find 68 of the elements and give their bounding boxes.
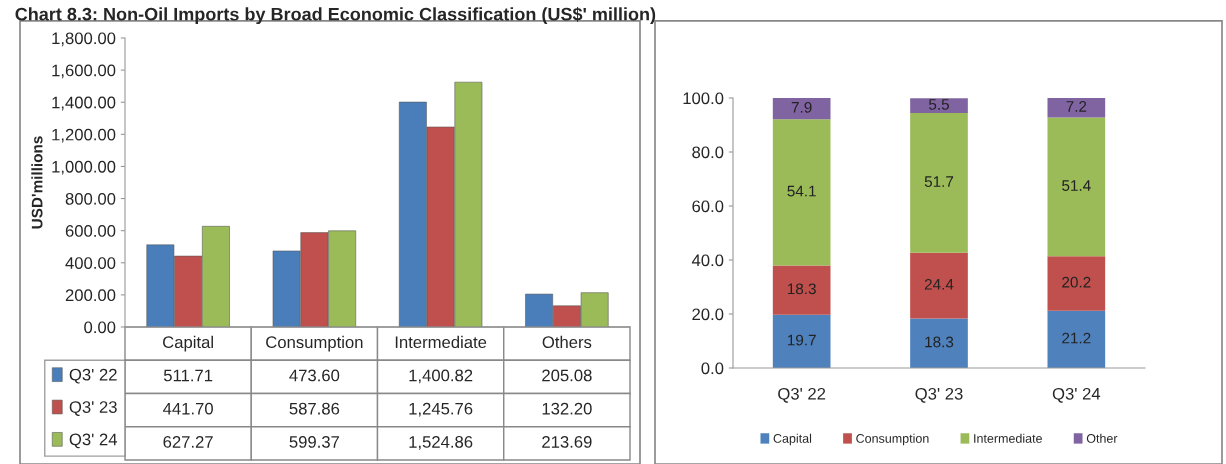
- y-tick-label: 80.0: [692, 146, 724, 159]
- legend-label: Q3' 22: [69, 368, 117, 384]
- text: 587.86: [289, 402, 340, 415]
- bar: [1047, 256, 1106, 311]
- x-tick-label: Consumption: [266, 335, 363, 352]
- data-label: 5.5: [928, 99, 949, 110]
- text: 1,524.86: [409, 435, 473, 450]
- data-label: 51.4: [1062, 180, 1091, 191]
- y-tick-label: 0.00: [84, 321, 116, 334]
- y-tick-label: 800.00: [65, 192, 116, 205]
- bar: [772, 314, 831, 368]
- data-label: 24.4: [924, 278, 954, 290]
- text: 627.27: [163, 435, 213, 448]
- text: 132.20: [542, 402, 592, 415]
- x-tick-label: Intermediate: [395, 335, 487, 349]
- text: 1,400.82: [409, 369, 473, 384]
- text: 1,245.76: [409, 402, 473, 417]
- text: 205.08: [542, 369, 592, 382]
- legend-label: Intermediate: [974, 433, 1042, 443]
- text: 213.69: [542, 435, 592, 448]
- data-label: 21.2: [1062, 332, 1091, 344]
- data-label: 19.7: [787, 334, 816, 346]
- bar: [1047, 117, 1106, 257]
- data-label: 18.3: [925, 336, 954, 348]
- legend-label: Consumption: [856, 433, 929, 446]
- y-tick-label: 400.00: [65, 257, 116, 269]
- y-tick-label: 60.0: [692, 200, 724, 213]
- y-tick-label: 0.0: [701, 362, 724, 375]
- y-tick-label: 1,200.00: [52, 128, 116, 143]
- bar: [1047, 98, 1106, 118]
- data-label: 51.7: [924, 176, 954, 188]
- data-label: 20.2: [1062, 276, 1091, 288]
- y-tick-label: 1,400.00: [52, 96, 116, 111]
- bar: [910, 252, 968, 319]
- text: 511.71: [163, 369, 213, 382]
- data-label: 7.9: [791, 101, 812, 113]
- text: 473.60: [289, 369, 340, 382]
- legend-label: Q3' 23: [69, 401, 117, 416]
- bar: [910, 98, 968, 114]
- y-tick-label: 20.0: [692, 308, 724, 321]
- y-tick-label: 100.0: [683, 92, 724, 105]
- y-tick-label: 40.0: [691, 254, 724, 267]
- y-tick-label: 1,000.00: [52, 160, 116, 175]
- text: 441.70: [163, 402, 213, 415]
- x-tick-label: Capital: [163, 335, 213, 352]
- x-tick-label: Q3' 22: [778, 387, 826, 403]
- bar: [772, 98, 831, 120]
- data-label: 7.2: [1066, 101, 1087, 112]
- bar: [772, 265, 831, 315]
- y-axis-title: USD'millions: [31, 136, 43, 229]
- bar: [910, 318, 968, 368]
- legend-label: Q3' 24: [69, 433, 118, 449]
- bar: [772, 119, 831, 266]
- x-tick-label: Q3' 23: [915, 387, 963, 403]
- legend-label: Other: [1086, 433, 1118, 443]
- data-label: 54.1: [787, 185, 816, 197]
- y-tick-label: 1,800.00: [52, 32, 116, 47]
- bar: [1047, 310, 1106, 368]
- legend-label: Capital: [773, 433, 812, 446]
- data-label: 18.3: [787, 283, 816, 295]
- x-tick-label: Others: [542, 335, 592, 349]
- y-tick-label: 200.00: [65, 289, 116, 302]
- y-tick-label: 600.00: [65, 225, 116, 237]
- chart-title: Chart 8.3: Non-Oil Imports by Broad Economic Classification (US$' million): [15, 6, 656, 25]
- text: 599.37: [289, 435, 340, 448]
- y-tick-label: 1,600.00: [52, 64, 116, 79]
- x-tick-label: Q3' 24: [1052, 387, 1101, 403]
- bar: [910, 113, 968, 253]
